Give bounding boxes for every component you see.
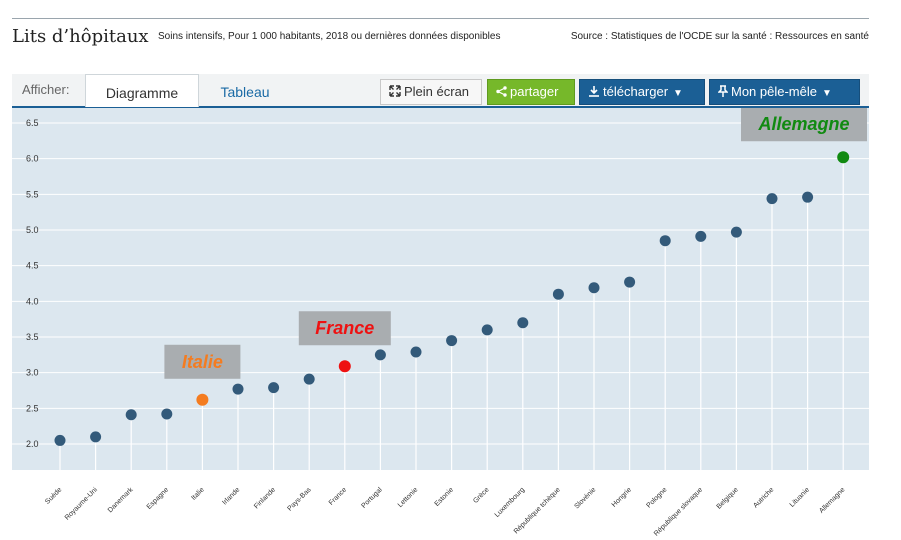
x-tick-label: Royaume-Uni	[64, 486, 100, 522]
share-button[interactable]: partager	[487, 79, 575, 105]
lollipop-chart: 2.0 2.5 3.0 3.5 4.0 4.5 5.0 5.5 6.0 6.5 Suède Royau…	[12, 108, 869, 538]
header-rule	[12, 18, 869, 19]
data-point	[161, 408, 173, 420]
expand-icon	[389, 80, 401, 104]
callout-label: France	[315, 318, 374, 338]
x-tick-label: Irlande	[221, 486, 241, 506]
data-point	[125, 409, 137, 421]
x-tick-label: Italie	[190, 486, 205, 501]
data-point	[303, 373, 315, 385]
x-tick-label: Slovénie	[573, 486, 597, 510]
y-tick-label: 4.5	[26, 261, 39, 271]
data-point	[552, 288, 564, 300]
y-tick-label: 2.5	[26, 403, 39, 413]
chart-title: Lits d’hôpitaux	[12, 26, 149, 47]
data-point	[90, 431, 102, 443]
share-label: partager	[510, 84, 559, 99]
data-point	[410, 346, 422, 358]
x-tick-label: Autriche	[752, 486, 775, 509]
y-tick-label: 3.0	[26, 368, 39, 378]
x-tick-label: Belgique	[716, 486, 740, 510]
x-tick-label: Hongrie	[611, 486, 633, 508]
tab-diagramme-label: Diagramme	[105, 85, 179, 101]
y-tick-label: 2.0	[26, 439, 39, 449]
data-point	[588, 282, 600, 294]
x-tick-label: Luxembourg	[494, 486, 527, 519]
callout-label: Allemagne	[757, 114, 849, 134]
x-tick-label: Estonie	[434, 486, 456, 508]
tab-tableau[interactable]: Tableau	[204, 74, 286, 107]
x-tick-label: Lettonie	[397, 486, 420, 509]
data-point	[802, 191, 814, 203]
data-point	[54, 434, 66, 446]
data-point	[695, 230, 707, 242]
fullscreen-button[interactable]: Plein écran	[380, 79, 482, 105]
tab-tableau-label: Tableau	[220, 84, 270, 100]
data-point	[338, 360, 351, 373]
mypage-button[interactable]: Mon pêle-mêle ▼	[709, 79, 860, 105]
x-tick-label: Danemark	[107, 486, 135, 514]
x-tick-label: Pologne	[645, 486, 668, 509]
afficher-label: Afficher:	[22, 82, 70, 97]
data-point	[730, 226, 742, 238]
x-tick-label: Finlande	[253, 486, 277, 510]
y-tick-label: 5.0	[26, 225, 39, 235]
y-tick-label: 3.5	[26, 332, 39, 342]
y-tick-label: 4.0	[26, 296, 39, 306]
data-point	[766, 193, 778, 205]
x-tick-label: Allemagne	[818, 486, 846, 514]
plot-background	[12, 108, 869, 470]
data-point	[196, 393, 209, 406]
download-label: télécharger	[603, 84, 669, 99]
x-tick-label: Espagne	[146, 486, 171, 511]
callout-box	[741, 108, 867, 142]
data-point	[659, 235, 671, 247]
toolbar: Afficher: Diagramme Tableau Plein écran …	[12, 74, 869, 108]
chart-subtitle: Soins intensifs, Pour 1 000 habitants, 2…	[158, 31, 501, 42]
download-button[interactable]: télécharger ▼	[579, 79, 705, 105]
data-point	[481, 324, 493, 336]
x-tick-label: Grèce	[472, 486, 491, 505]
data-point	[374, 349, 386, 361]
x-tick-label: Pays-Bas	[286, 486, 312, 512]
source-note: Source : Statistiques de l'OCDE sur la s…	[570, 31, 869, 42]
callout-box	[164, 344, 241, 379]
data-point	[446, 335, 458, 347]
x-tick-label: Suède	[44, 486, 63, 505]
x-tick-label: Portugal	[360, 486, 384, 510]
tab-diagramme[interactable]: Diagramme	[85, 74, 199, 107]
y-tick-label: 6.0	[26, 154, 39, 164]
callout-box	[298, 311, 391, 346]
y-tick-label: 5.5	[26, 189, 39, 199]
data-point	[837, 151, 850, 164]
pin-icon	[717, 80, 729, 104]
mypage-label: Mon pêle-mêle	[731, 84, 817, 99]
caret-down-icon: ▼	[673, 88, 683, 99]
share-icon	[496, 80, 507, 104]
data-point	[624, 276, 636, 288]
data-point	[517, 317, 529, 329]
x-tick-label: Lituanie	[789, 486, 811, 508]
y-tick-label: 6.5	[26, 118, 39, 128]
data-point	[232, 383, 244, 395]
caret-down-icon: ▼	[822, 88, 832, 99]
x-tick-label: France	[328, 486, 348, 506]
data-point	[268, 382, 280, 394]
fullscreen-label: Plein écran	[404, 84, 470, 99]
download-icon	[588, 80, 600, 104]
callout-label: Italie	[182, 352, 223, 372]
